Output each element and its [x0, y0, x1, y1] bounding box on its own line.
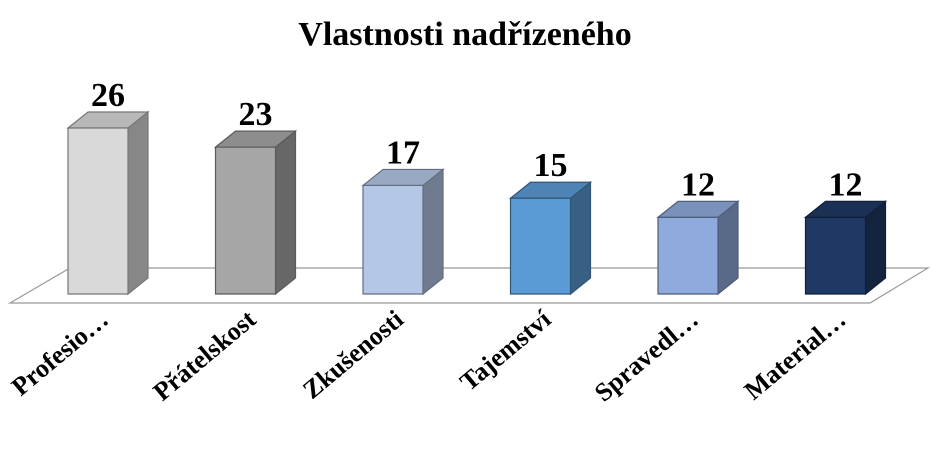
bar-front [362, 184, 424, 295]
data-label: 15 [534, 147, 568, 184]
x-tick-label: Zkušenosti [297, 304, 409, 404]
bar [803, 200, 888, 296]
bar-side [422, 168, 444, 296]
bar [66, 110, 150, 296]
bar-front [804, 216, 867, 295]
bar-front [509, 197, 572, 295]
bar [656, 200, 740, 296]
data-label: 17 [386, 134, 420, 171]
data-label: 26 [91, 77, 125, 114]
bar-side [127, 110, 149, 296]
data-label: 23 [239, 96, 273, 133]
chart-title: Vlastnosti nadřízeného [298, 16, 631, 53]
bar-front [214, 146, 277, 295]
data-label: 12 [681, 166, 715, 203]
x-tick-label: Přátelskost [148, 304, 262, 406]
bar [213, 129, 298, 296]
x-tick-label: Material… [739, 304, 852, 405]
x-tick-label: Spravedl… [589, 304, 704, 407]
bar-side [569, 180, 592, 296]
data-label: 12 [829, 166, 863, 203]
bar [508, 180, 593, 296]
bar-front [67, 127, 129, 295]
bar-front [657, 216, 719, 295]
bar [361, 168, 445, 296]
x-tick-label: Profesio… [6, 304, 114, 401]
x-tick-label: Tajemství [454, 304, 557, 397]
bar-side [274, 129, 297, 296]
